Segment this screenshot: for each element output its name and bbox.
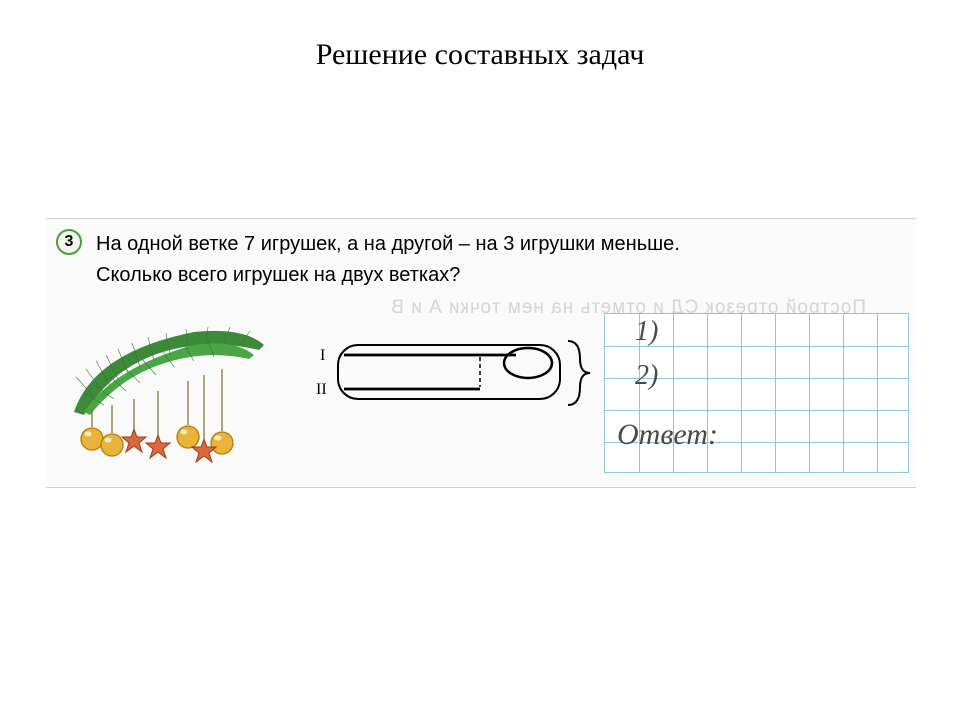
bar-diagram: I II [306,329,596,439]
problem-text: На одной ветке 7 игрушек, а на другой – … [96,229,886,291]
star-ornaments [122,429,216,462]
problem-card: 3 На одной ветке 7 игрушек, а на другой … [46,218,916,488]
page-title: Решение составных задач [0,0,960,72]
answer-grid: 1) 2) Ответ: [604,313,909,473]
problem-line-2: Сколько всего игрушек на двух ветках? [96,264,460,286]
step-1-label: 1) [635,316,658,348]
problem-number-badge: 3 [56,229,82,255]
pine-needles [74,327,264,415]
branch-illustration [54,317,284,467]
problem-line-1: На одной ветке 7 игрушек, а на другой – … [96,233,680,255]
diagram-label-2: II [316,381,327,399]
answer-label: Ответ: [617,418,718,452]
step-2-label: 2) [635,360,658,392]
diagram-label-1: I [320,347,325,365]
